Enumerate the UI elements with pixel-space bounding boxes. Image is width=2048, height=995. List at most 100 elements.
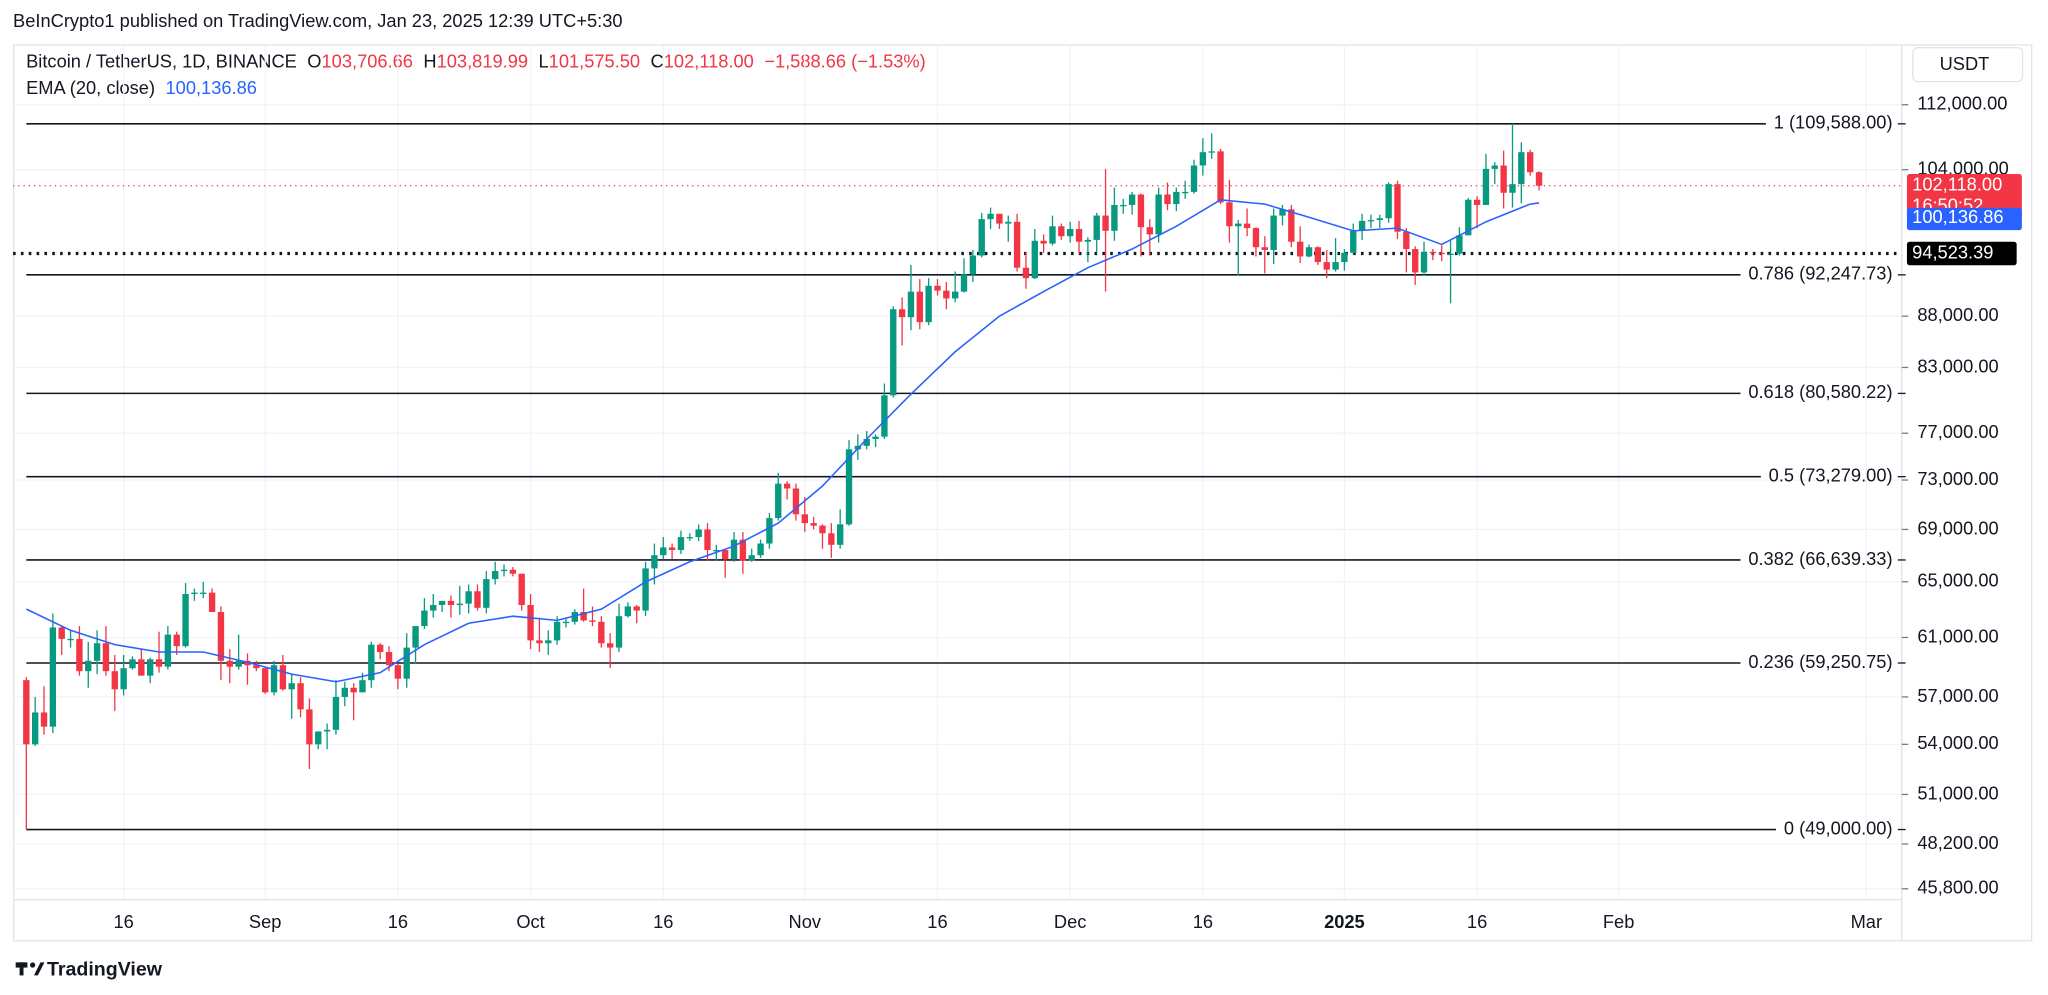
symbol: Bitcoin / TetherUS, 1D, BINANCE — [26, 51, 297, 72]
candle-body — [1341, 252, 1348, 263]
ema-line — [26, 198, 1540, 683]
candle-body — [580, 611, 587, 621]
ema-name: EMA (20, close) — [26, 77, 155, 98]
candle-body — [208, 592, 216, 612]
candle-body — [1526, 152, 1534, 173]
candle-body — [987, 213, 994, 220]
candle-body — [872, 436, 879, 439]
candle-body — [1102, 215, 1109, 231]
x-tick-label: 16 — [1467, 911, 1487, 932]
candle-body — [315, 731, 322, 745]
last-price-label: 102,118.00 — [1912, 174, 2002, 195]
candle-body — [438, 600, 446, 606]
y-tick-label: 45,800.00 — [1917, 877, 1998, 898]
x-tick-label: 16 — [1193, 911, 1213, 932]
candle-body — [1332, 262, 1339, 270]
candle-body — [1084, 239, 1092, 242]
candle-body — [1013, 221, 1021, 268]
candle-body — [1252, 228, 1260, 248]
candle-body — [1420, 251, 1428, 273]
candle-body — [288, 683, 295, 690]
y-tick-label: 48,200.00 — [1917, 832, 1998, 853]
candle-body — [1376, 218, 1383, 221]
candle-body — [182, 594, 189, 647]
candle-body — [766, 518, 773, 544]
candle-body — [491, 571, 499, 580]
candle-body — [571, 611, 578, 622]
candle-body — [943, 290, 950, 299]
published-line: BeInCrypto1 published on TradingView.com… — [13, 10, 623, 31]
candle-body — [589, 620, 596, 622]
candle-body — [1358, 220, 1366, 231]
candle-body — [598, 621, 605, 644]
currency[interactable]: USDT — [1940, 53, 1990, 74]
candle-body — [1093, 215, 1100, 240]
ohlc-key: L — [539, 51, 549, 72]
candle-body — [775, 483, 782, 519]
ema-value: 100,136.86 — [166, 77, 257, 98]
candle-body — [527, 605, 534, 641]
candle-body — [509, 569, 517, 574]
last-price-badge — [1906, 173, 2022, 219]
candle-body — [1208, 151, 1215, 153]
candle-body — [129, 659, 136, 669]
candle-body — [1217, 151, 1224, 203]
candle-body — [1164, 194, 1171, 205]
candle-body — [394, 665, 402, 679]
fib-label: 0.5 (73,279.00) — [1769, 465, 1893, 486]
ema-badge-label: 100,136.86 — [1912, 206, 2003, 227]
candle-body — [376, 644, 384, 652]
candle-body — [677, 537, 685, 550]
candle-body — [474, 591, 481, 608]
candle-body — [279, 665, 287, 690]
fib-label: 0.786 (92,247.73) — [1748, 263, 1892, 284]
candle-body — [456, 603, 463, 606]
candle-body — [146, 659, 154, 676]
candle-body — [1296, 241, 1304, 257]
fib-label: 0.618 (80,580.22) — [1748, 381, 1892, 402]
candle-body — [1137, 194, 1145, 228]
candle-body — [58, 627, 65, 639]
x-tick-label: Feb — [1603, 911, 1634, 932]
candle-body — [969, 255, 977, 275]
candle-body — [1075, 228, 1083, 242]
candle-body — [836, 524, 844, 545]
candle-body — [1394, 184, 1401, 232]
candle-body — [925, 285, 932, 323]
candle-body — [783, 483, 791, 489]
candle-body — [978, 219, 985, 256]
candle-body — [686, 537, 693, 539]
ema-legend: EMA (20, close) 100,136.86 — [26, 77, 257, 98]
candle-body — [916, 291, 923, 323]
candle-body — [642, 568, 649, 611]
candle-body — [1279, 209, 1286, 216]
ema-badge — [1906, 207, 2022, 231]
candle-body — [1049, 226, 1056, 244]
candle-body — [226, 660, 233, 667]
candle-body — [385, 651, 393, 666]
footer-brand: TradingView — [47, 958, 163, 980]
candle-body — [1535, 172, 1543, 186]
currency-box[interactable] — [1912, 47, 2024, 83]
candle-body — [1465, 199, 1472, 236]
candle-body — [1128, 194, 1136, 205]
candle-body — [801, 514, 808, 524]
candle-body — [545, 640, 552, 644]
candle-body — [624, 606, 632, 617]
x-tick-label: 16 — [653, 911, 673, 932]
candle-body — [23, 680, 30, 745]
x-tick-label: Sep — [249, 911, 282, 932]
candle-body — [253, 665, 260, 669]
candle-body — [615, 616, 623, 648]
y-tick-label: 83,000.00 — [1917, 355, 1998, 376]
candle-body — [757, 543, 764, 556]
x-tick-label: 2025 — [1324, 911, 1365, 932]
candle-body — [102, 643, 110, 672]
candle-body — [500, 569, 508, 572]
candle-body — [111, 671, 118, 690]
candle-body — [1350, 230, 1357, 253]
candle-body — [828, 533, 835, 545]
candle-body — [430, 605, 437, 611]
candle-body — [1500, 165, 1507, 193]
